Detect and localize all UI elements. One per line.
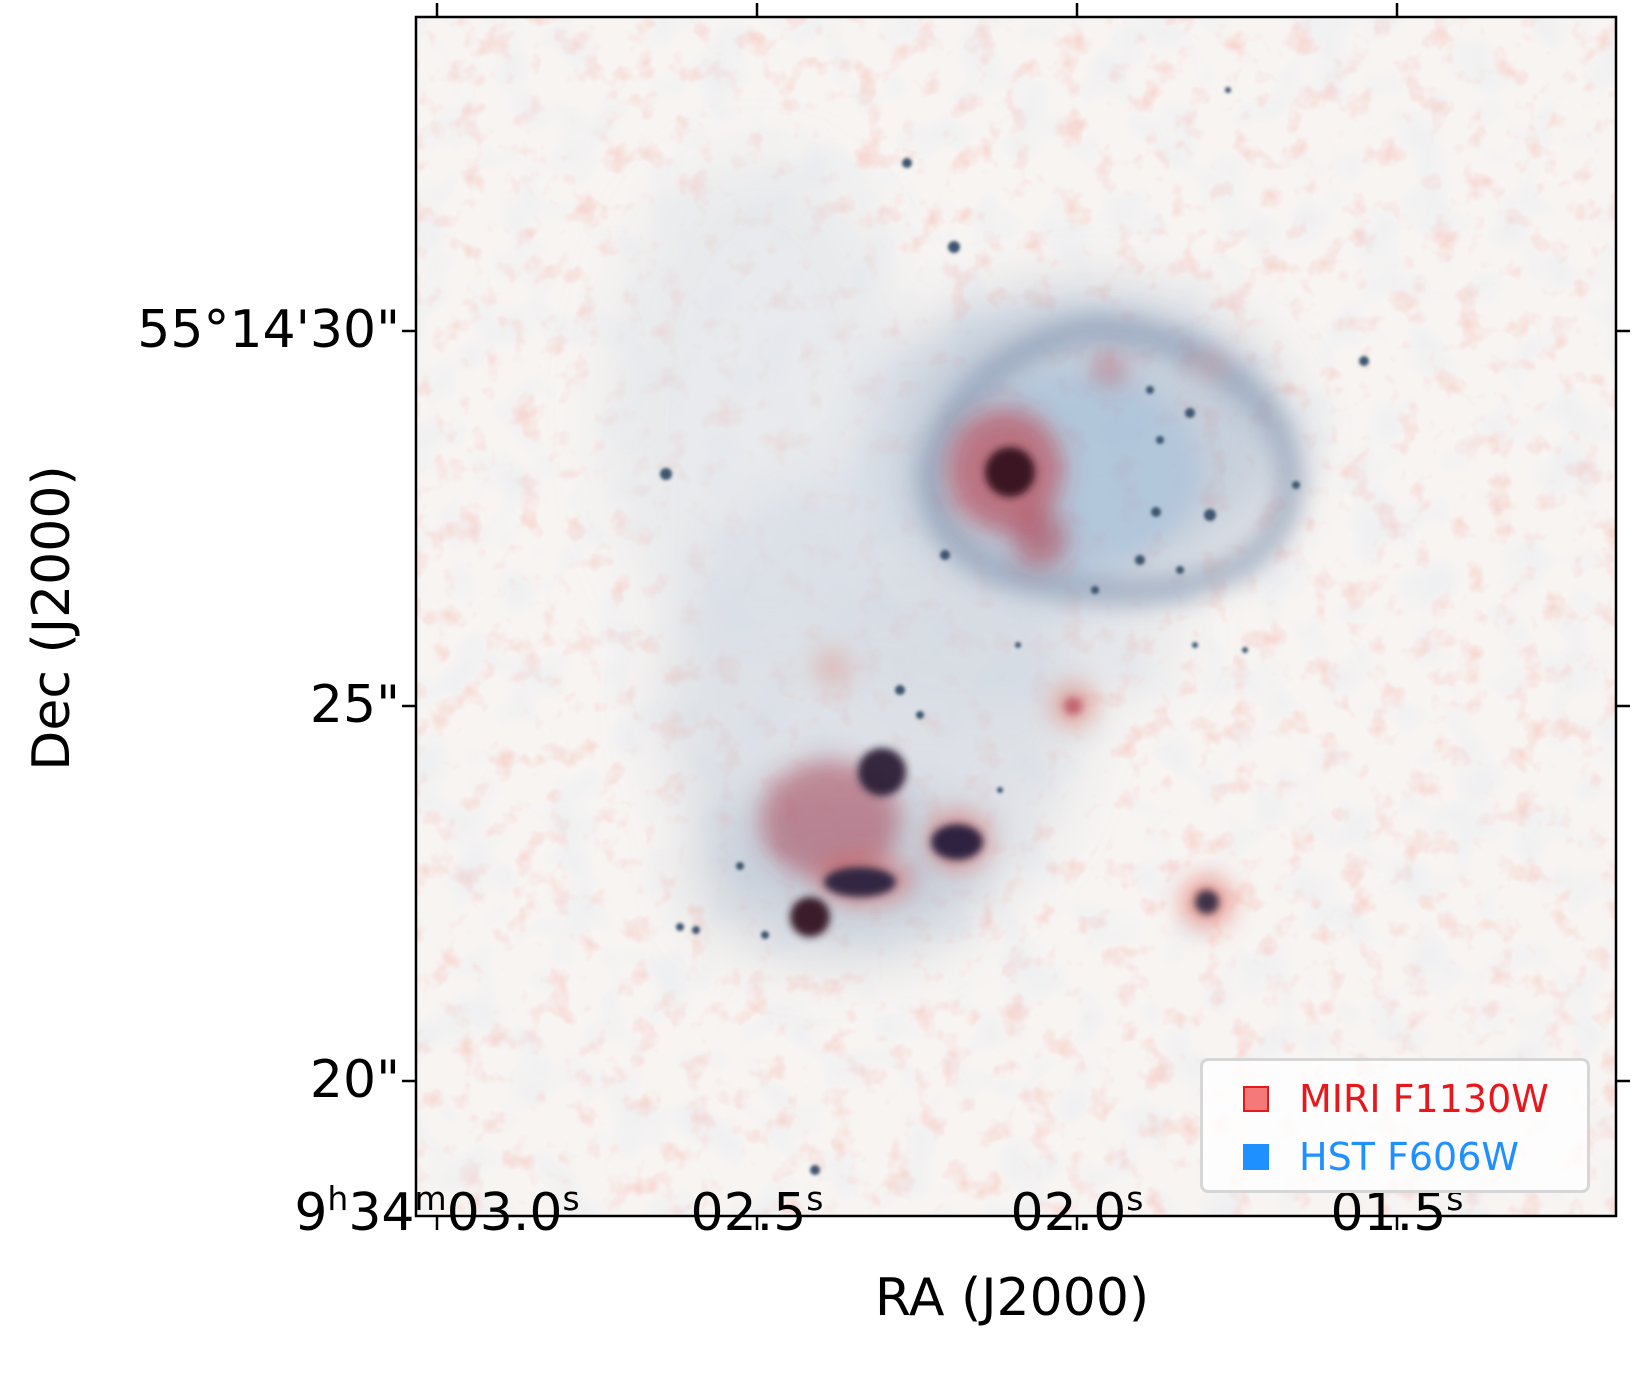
ytick-label-3: 20" — [309, 1050, 400, 1110]
ytick-label-1: 55°14'30" — [137, 300, 400, 360]
legend-label-hst: HST F606W — [1299, 1135, 1519, 1179]
ytick-label-2: 25" — [309, 675, 400, 735]
legend: MIRI F1130W HST F606W — [1200, 1058, 1590, 1193]
legend-item-miri: MIRI F1130W — [1243, 1074, 1549, 1124]
xtick-label-2: 02.5s — [690, 1179, 824, 1243]
legend-swatch-miri — [1243, 1086, 1269, 1112]
image-area — [416, 17, 1616, 1216]
axes-frame — [402, 3, 1630, 1230]
compact-sources — [790, 447, 1219, 937]
xtick-label-1: 9h34m03.0s — [294, 1179, 580, 1243]
legend-swatch-hst — [1243, 1144, 1269, 1170]
y-axis-label: Dec (J2000) — [22, 465, 82, 771]
x-axis-label: RA (J2000) — [874, 1268, 1150, 1328]
legend-label-miri: MIRI F1130W — [1299, 1077, 1549, 1121]
point-sources — [660, 87, 1369, 1175]
legend-item-hst: HST F606W — [1243, 1132, 1519, 1182]
xtick-label-3: 02.0s — [1010, 1179, 1144, 1243]
